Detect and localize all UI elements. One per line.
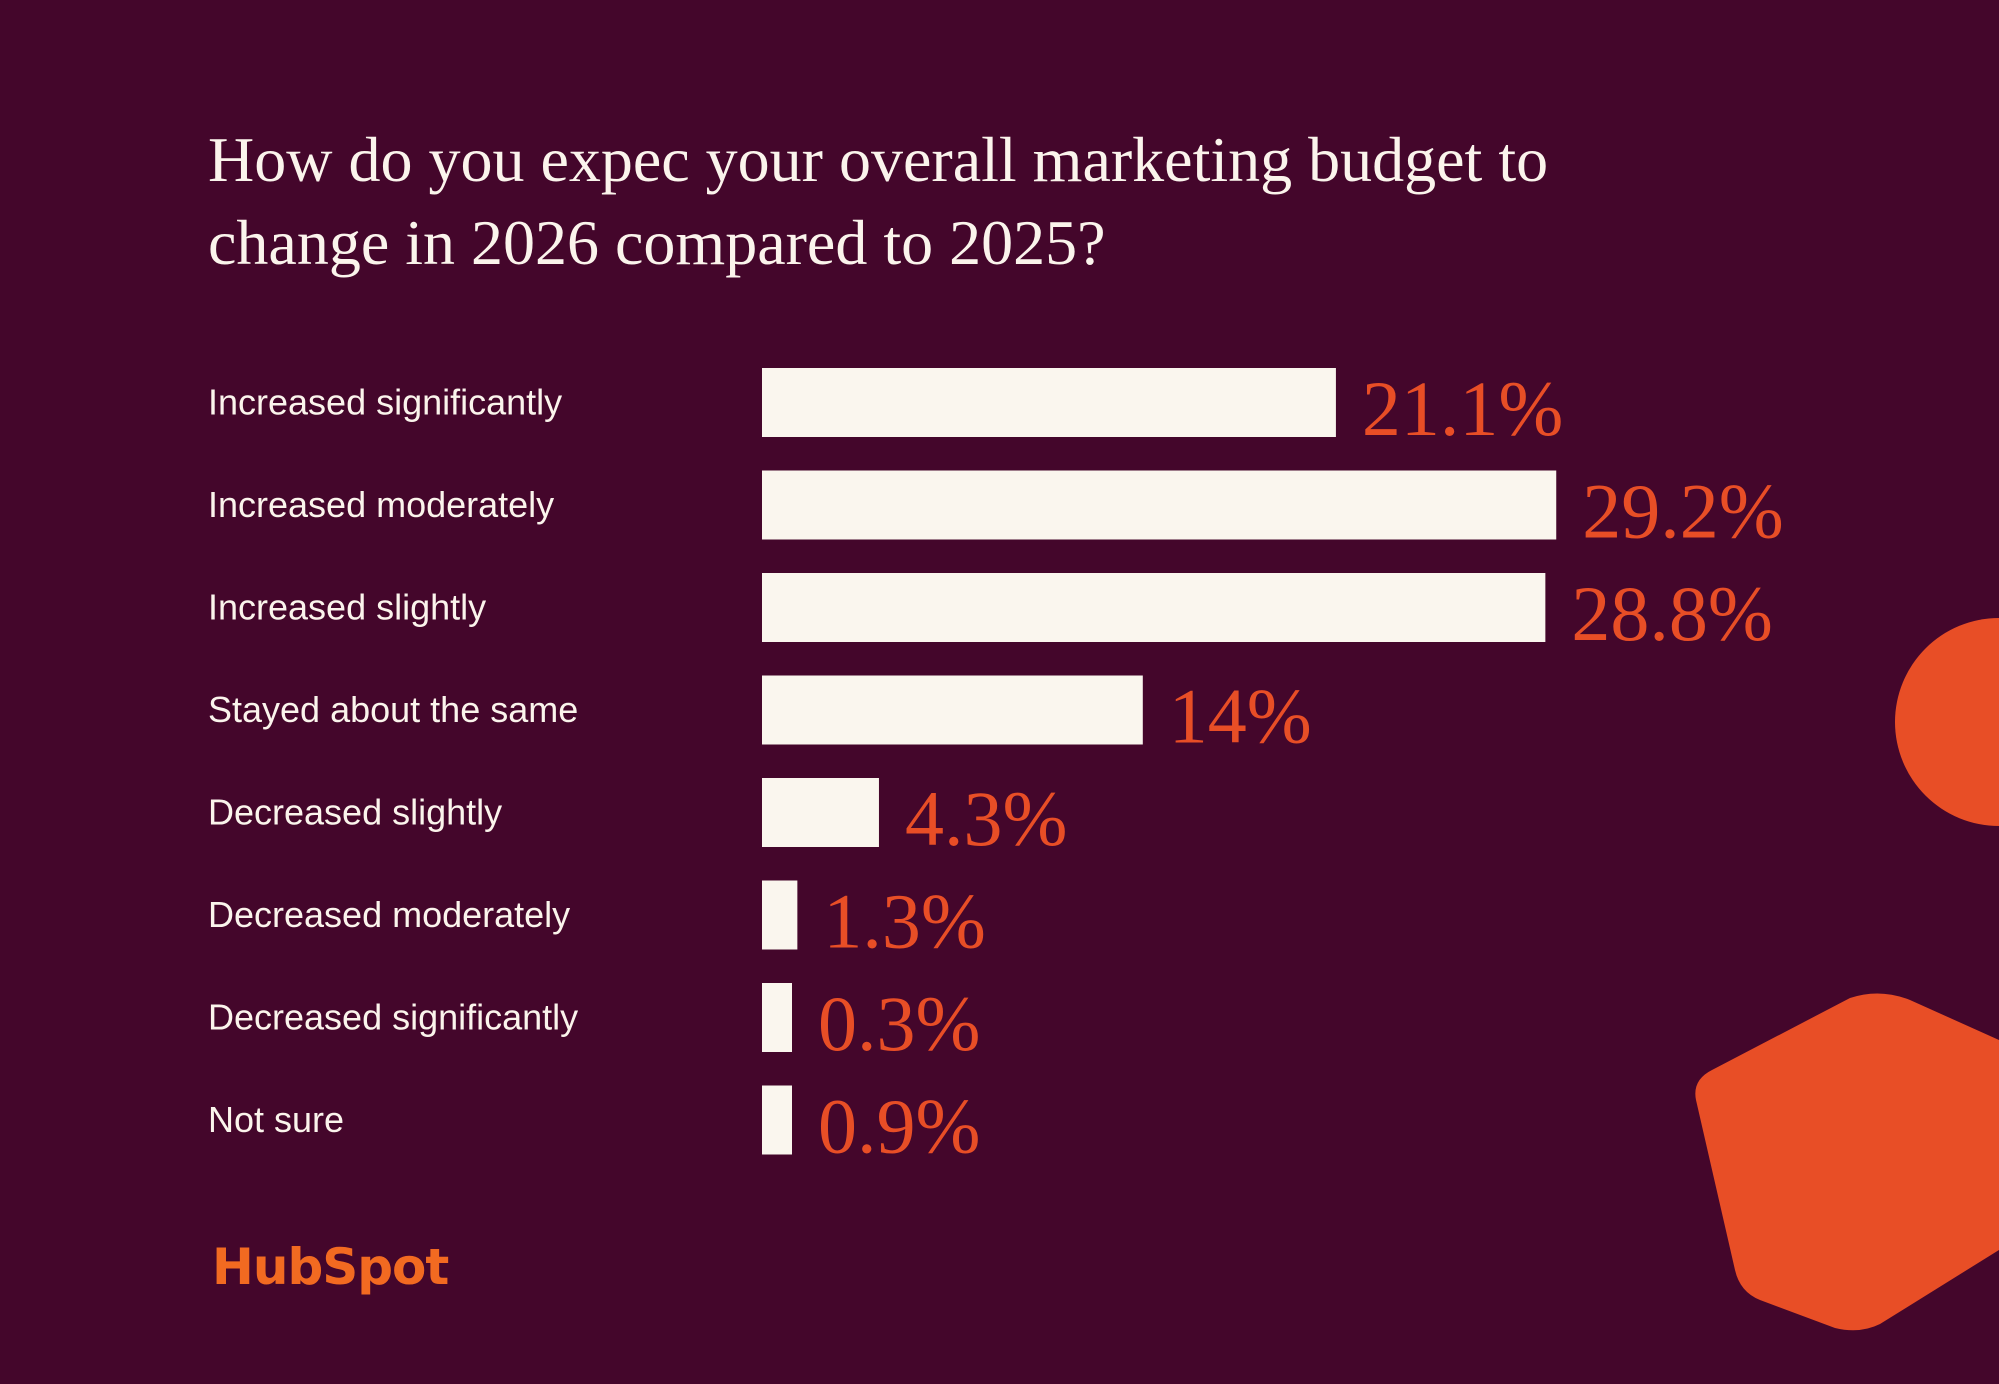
data-label: 14% xyxy=(1169,673,1312,760)
data-label: 1.3% xyxy=(823,878,985,965)
category-label: Decreased moderately xyxy=(208,894,570,935)
bar-row: Increased moderately 29.2% xyxy=(208,468,1784,555)
category-label: Stayed about the same xyxy=(208,689,578,730)
data-label: 0.3% xyxy=(818,980,980,1067)
bar-row: Decreased significantly 0.3% xyxy=(208,980,980,1067)
data-label: 29.2% xyxy=(1582,468,1783,555)
bar xyxy=(762,675,1143,745)
bar xyxy=(762,983,792,1052)
category-label: Decreased slightly xyxy=(208,792,502,833)
data-label: 21.1% xyxy=(1362,365,1563,452)
bar-row: Not sure 0.9% xyxy=(208,1083,980,1170)
bar-row: Stayed about the same 14% xyxy=(208,673,1312,760)
bar xyxy=(762,1085,792,1155)
data-label: 4.3% xyxy=(905,775,1067,862)
bar xyxy=(762,470,1557,540)
bar-row: Increased slightly 28.8% xyxy=(208,570,1773,657)
category-label: Increased moderately xyxy=(208,484,554,525)
bar xyxy=(762,368,1336,437)
bar-row: Decreased slightly 4.3% xyxy=(208,775,1067,862)
category-label: Increased significantly xyxy=(208,382,562,423)
hubspot-logo: HubSpot xyxy=(212,1238,449,1296)
category-label: Increased slightly xyxy=(208,587,486,628)
bar-row: Increased significantly 21.1% xyxy=(208,365,1563,452)
decorative-circle xyxy=(1895,618,1999,826)
bar xyxy=(762,778,879,847)
category-label: Decreased significantly xyxy=(208,997,578,1038)
bar xyxy=(762,880,798,950)
decorative-hexagon xyxy=(1695,993,1999,1331)
bar-row: Decreased moderately 1.3% xyxy=(208,878,986,965)
data-label: 28.8% xyxy=(1571,570,1772,657)
chart-title: How do you expec your overall marketing … xyxy=(208,124,1549,278)
bar xyxy=(762,573,1546,642)
category-label: Not sure xyxy=(208,1099,344,1140)
data-label: 0.9% xyxy=(818,1083,980,1170)
